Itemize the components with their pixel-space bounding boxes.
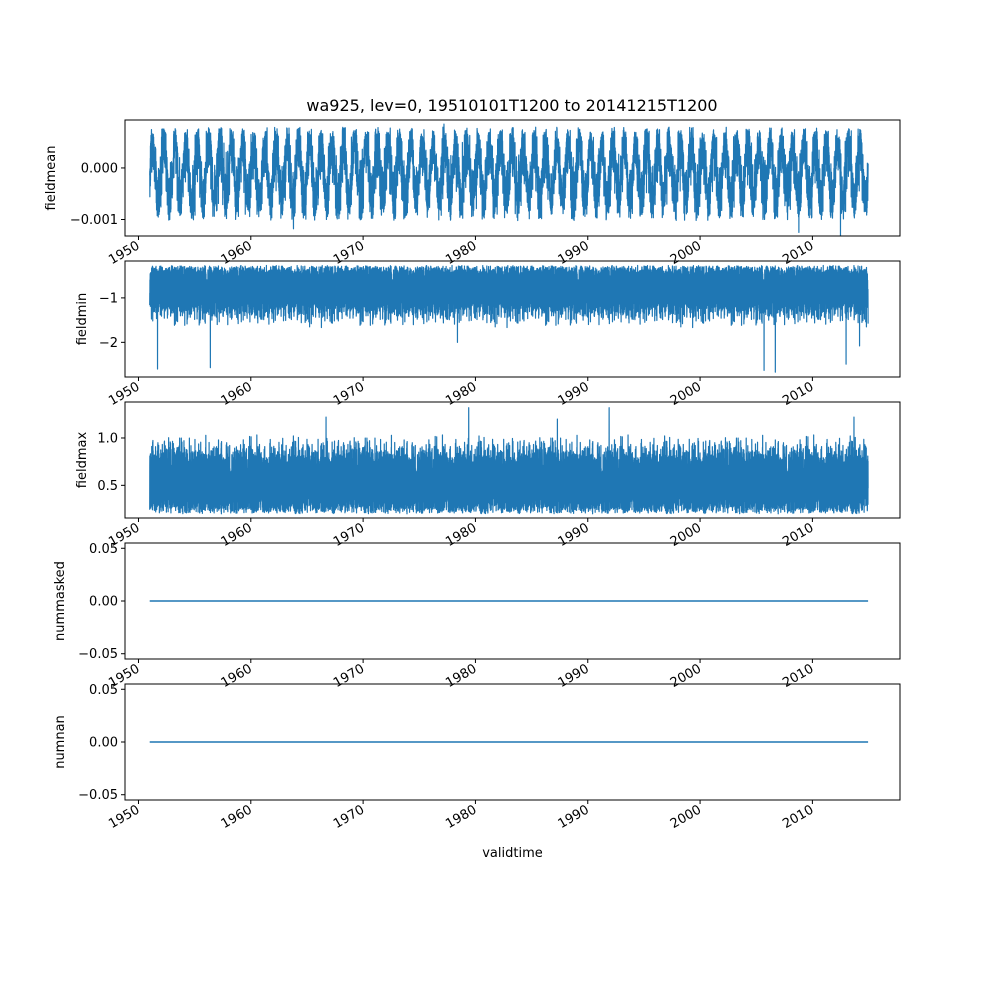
panel-numnan: −0.05 0.00 0.05 numnan 1950 1960 1970 1980 1990 2…: [53, 683, 901, 861]
xtick-label: 1980: [443, 661, 479, 691]
xtick-label: 1960: [219, 520, 255, 550]
xtick-label: 1990: [556, 238, 592, 268]
axes-frame-fieldmin: [124, 260, 901, 378]
xtick-label: 2010: [780, 238, 816, 268]
figure-title: wa925, lev=0, 19510101T1200 to 20141215T…: [306, 96, 717, 115]
ytick-label: 0.00: [89, 736, 118, 751]
xtick-label: 2000: [668, 379, 704, 409]
xtick-label: 2010: [780, 379, 816, 409]
xtick-label: 1980: [443, 802, 479, 832]
ylabel-nummasked: nummasked: [53, 561, 68, 641]
ytick-label: 0.05: [89, 683, 118, 698]
series-line-fieldmean: [149, 123, 869, 236]
xtick-label: 1970: [331, 238, 367, 268]
ytick-label: 0.05: [89, 542, 118, 557]
xtick-label: 2000: [668, 520, 704, 550]
xtick-label: 1950: [106, 802, 142, 832]
panel-fieldmean: −0.001 0.000 fieldmean 1950 1960 1970 1980 1990…: [44, 119, 901, 268]
xtick-label: 2000: [668, 238, 704, 268]
ytick-label: 0.00: [89, 595, 118, 610]
xtick-label: 1980: [443, 238, 479, 268]
ytick-label: 0.5: [97, 479, 118, 494]
axes-frame-fieldmean: [124, 119, 901, 237]
xtick-label: 2010: [780, 661, 816, 691]
xtick-label: 1960: [219, 661, 255, 691]
xtick-label: 2010: [780, 802, 816, 832]
ylabel-fieldmin: fieldmin: [75, 293, 90, 346]
ytick-label: −1: [99, 291, 118, 306]
ytick-label: −0.001: [70, 213, 118, 228]
xtick-label: 1990: [556, 661, 592, 691]
xtick-label: 1960: [219, 379, 255, 409]
xtick-label: 1970: [331, 520, 367, 550]
xtick-label: 1990: [556, 520, 592, 550]
xtick-label: 1980: [443, 520, 479, 550]
xtick-label: 2010: [780, 520, 816, 550]
ylabel-numnan: numnan: [53, 715, 68, 769]
xlabel: validtime: [482, 846, 543, 861]
panel-fieldmin: −2 −1 fieldmin 1950 1960 1970 1980 1990 2000 2010: [75, 260, 901, 409]
xtick-label: 1980: [443, 379, 479, 409]
series-line-fieldmax: [149, 407, 869, 515]
ytick-label: 1.0: [97, 431, 118, 446]
series-line-fieldmin: [149, 264, 869, 373]
ytick-label: 0.000: [81, 161, 118, 176]
xtick-label: 1950: [106, 238, 142, 268]
xtick-label: 1960: [219, 802, 255, 832]
xtick-label: 2000: [668, 802, 704, 832]
xtick-label: 1970: [331, 379, 367, 409]
xtick-label: 1960: [219, 238, 255, 268]
xtick-label: 1970: [331, 802, 367, 832]
xtick-label: 1990: [556, 802, 592, 832]
xtick-label: 1970: [331, 661, 367, 691]
xtick-label: 1990: [556, 379, 592, 409]
ytick-label: −0.05: [78, 647, 118, 662]
xtick-label: 1950: [106, 379, 142, 409]
ytick-label: −2: [99, 336, 118, 351]
ylabel-fieldmean: fieldmean: [44, 146, 59, 211]
axes-frame-fieldmax: [124, 401, 901, 519]
xtick-label: 2000: [668, 661, 704, 691]
ytick-label: −0.05: [78, 788, 118, 803]
ylabel-fieldmax: fieldmax: [75, 432, 90, 489]
